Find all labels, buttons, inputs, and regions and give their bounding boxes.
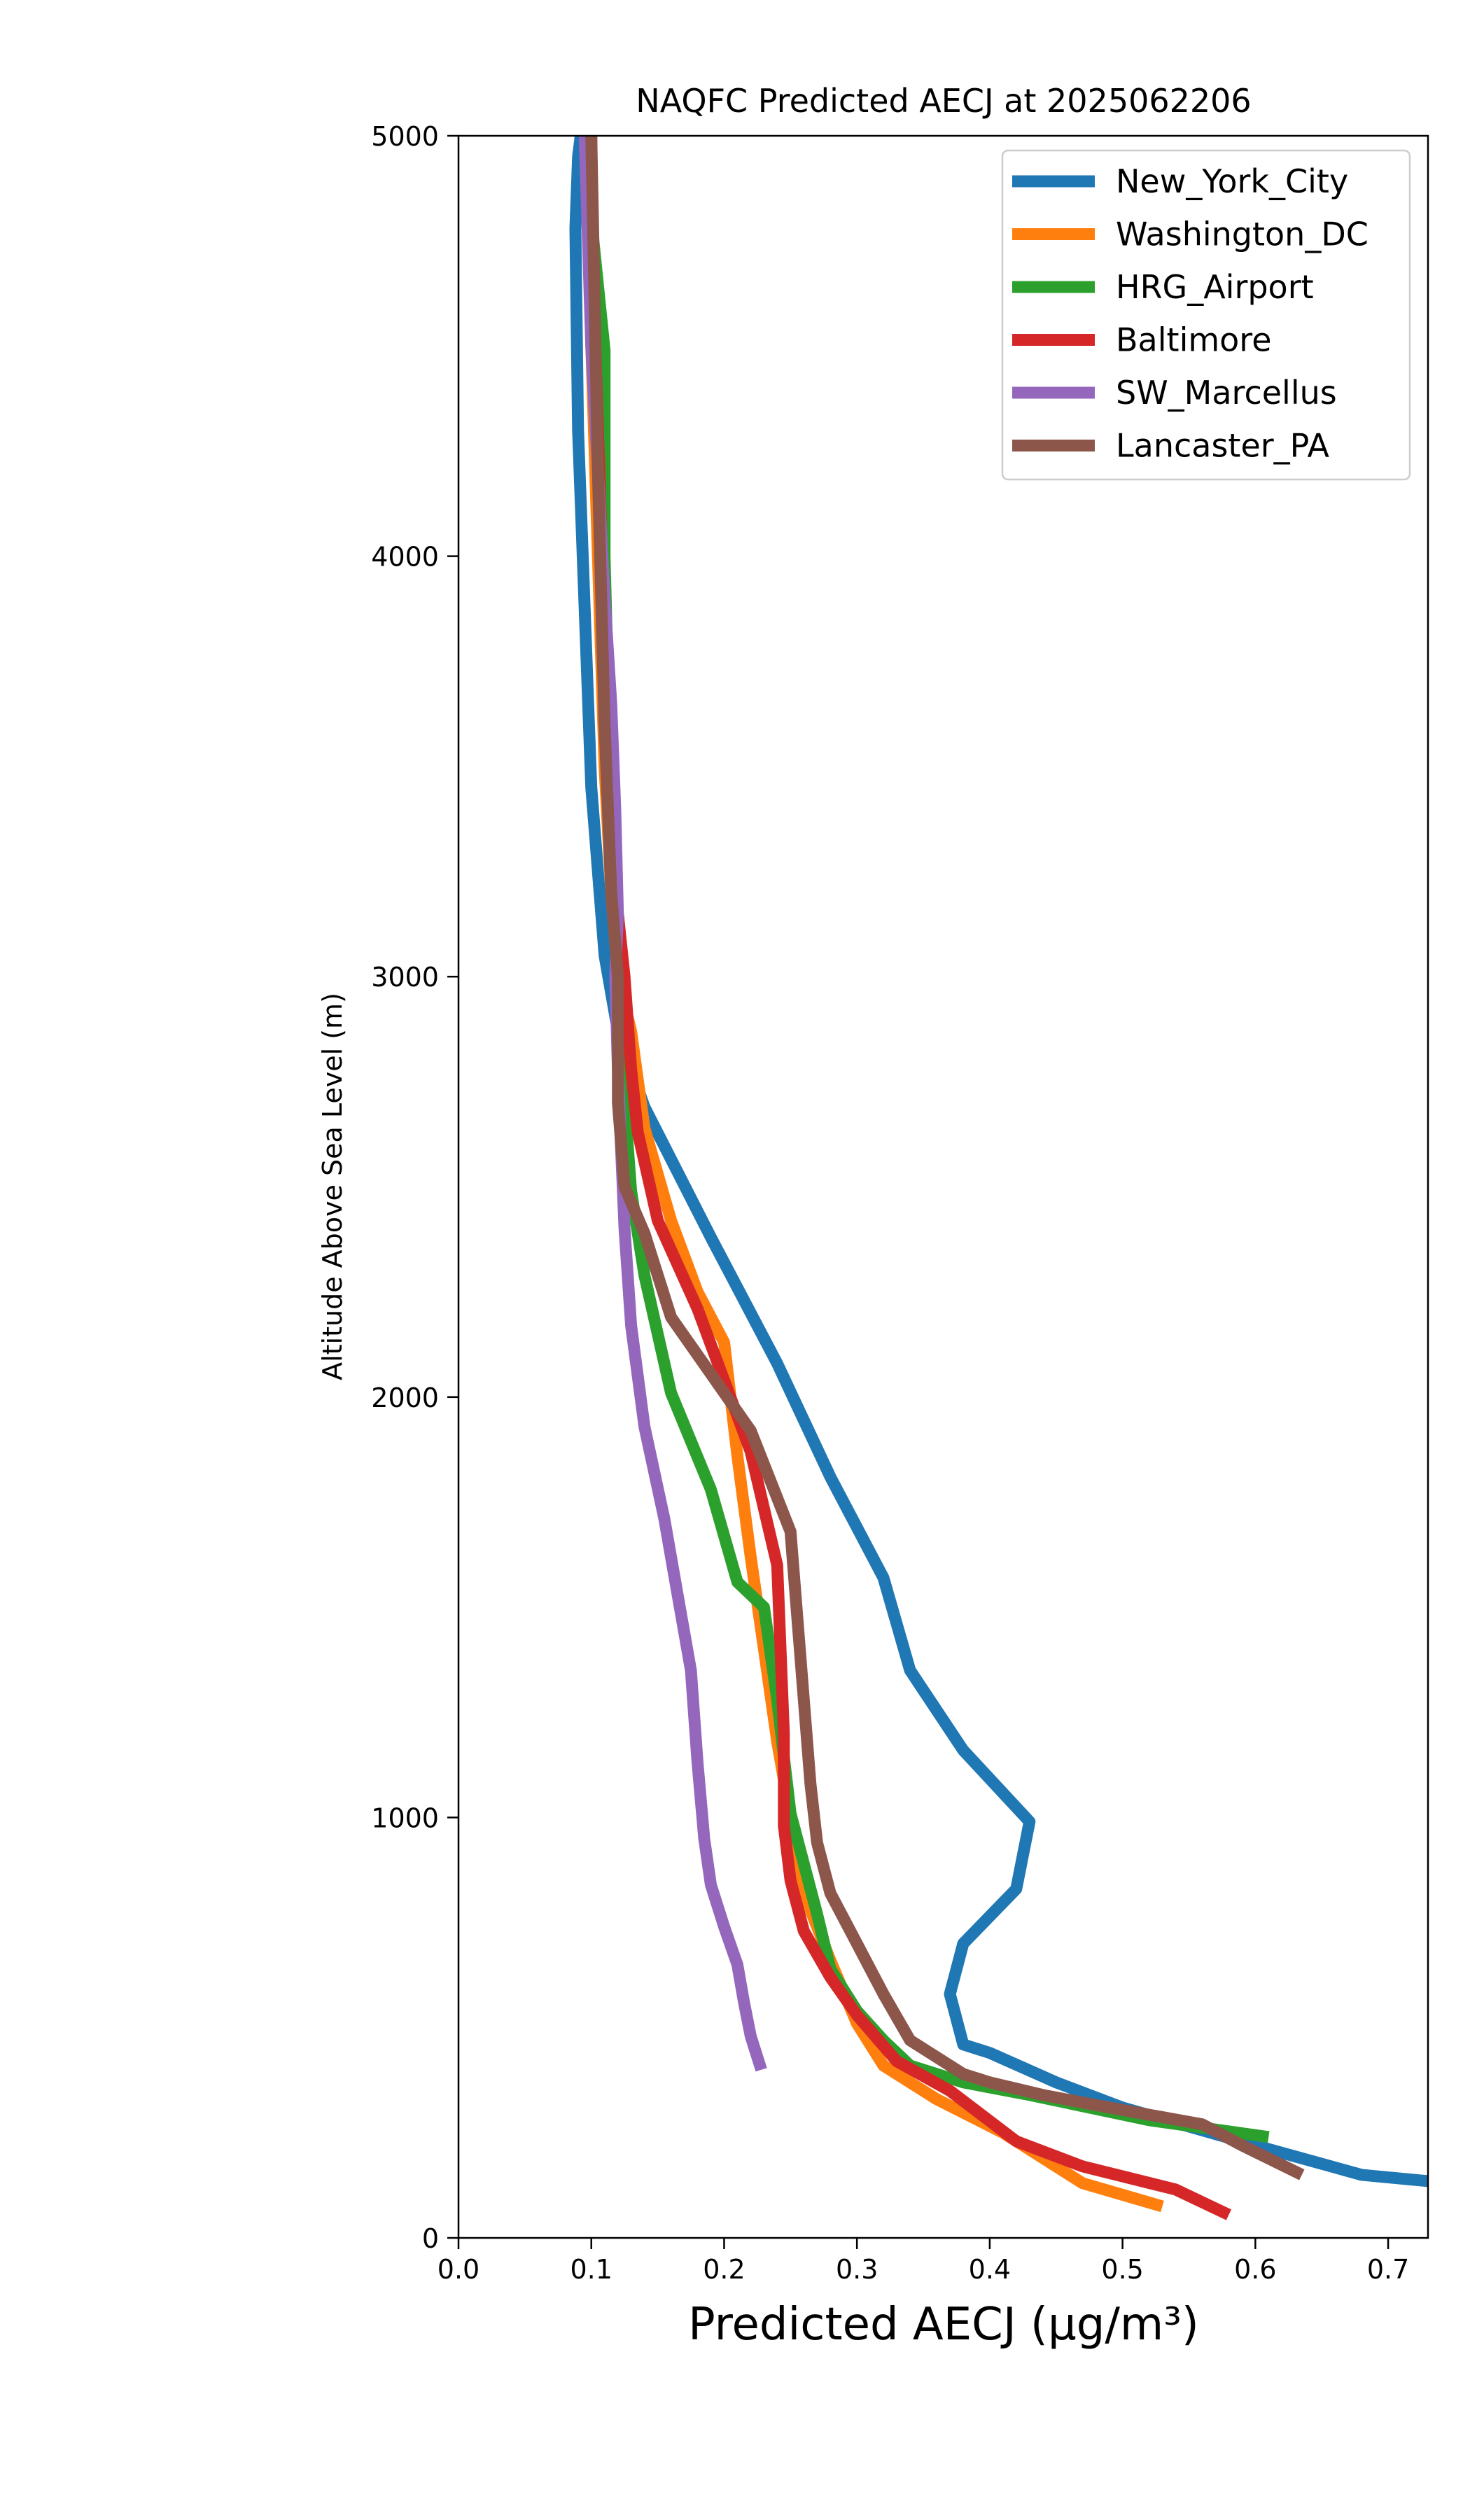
x-tick-label: 0.6 [1234, 2254, 1276, 2285]
x-axis: 0.0 0.1 0.2 0.3 0.4 0.5 0.6 0.7 [438, 2238, 1409, 2285]
legend-label: Washington_DC [1116, 216, 1368, 253]
plot-frame [457, 134, 1429, 2239]
x-tick-label: 0.0 [438, 2254, 479, 2285]
y-tick-label: 1000 [371, 1802, 439, 1833]
y-axis-label: Altitude Above Sea Level (m) [317, 993, 348, 1380]
y-axis: 0 1000 2000 3000 4000 5000 [371, 121, 458, 2254]
x-tick-label: 0.5 [1101, 2254, 1143, 2285]
y-tick-label: 2000 [371, 1382, 439, 1413]
legend-label: SW_Marcellus [1116, 374, 1337, 412]
x-tick-label: 0.4 [969, 2254, 1011, 2285]
legend-label: New_York_City [1116, 162, 1348, 200]
x-tick-label: 0.1 [570, 2254, 612, 2285]
chart-title: NAQFC Predicted AECJ at 2025062206 [636, 82, 1251, 120]
legend-box [1001, 149, 1411, 481]
legend-label: Lancaster_PA [1116, 427, 1329, 465]
series-layer [569, 136, 1428, 2220]
series-line-5 [585, 136, 1305, 2180]
series-line-0 [569, 136, 1428, 2188]
x-axis-label: Predicted AECJ (μg/m³) [688, 2299, 1199, 2351]
legend: New_York_City Washington_DC HRG_Airport Bal… [1001, 149, 1411, 481]
x-tick-label: 0.7 [1367, 2254, 1409, 2285]
series-line-4 [578, 136, 767, 2072]
y-tick-label: 4000 [371, 542, 439, 573]
legend-label: Baltimore [1116, 321, 1272, 359]
y-tick-label: 0 [422, 2223, 439, 2254]
legend-label: HRG_Airport [1116, 268, 1314, 306]
x-tick-label: 0.3 [836, 2254, 878, 2285]
y-tick-label: 5000 [371, 121, 439, 152]
x-tick-label: 0.2 [703, 2254, 745, 2285]
y-tick-label: 3000 [371, 962, 439, 993]
